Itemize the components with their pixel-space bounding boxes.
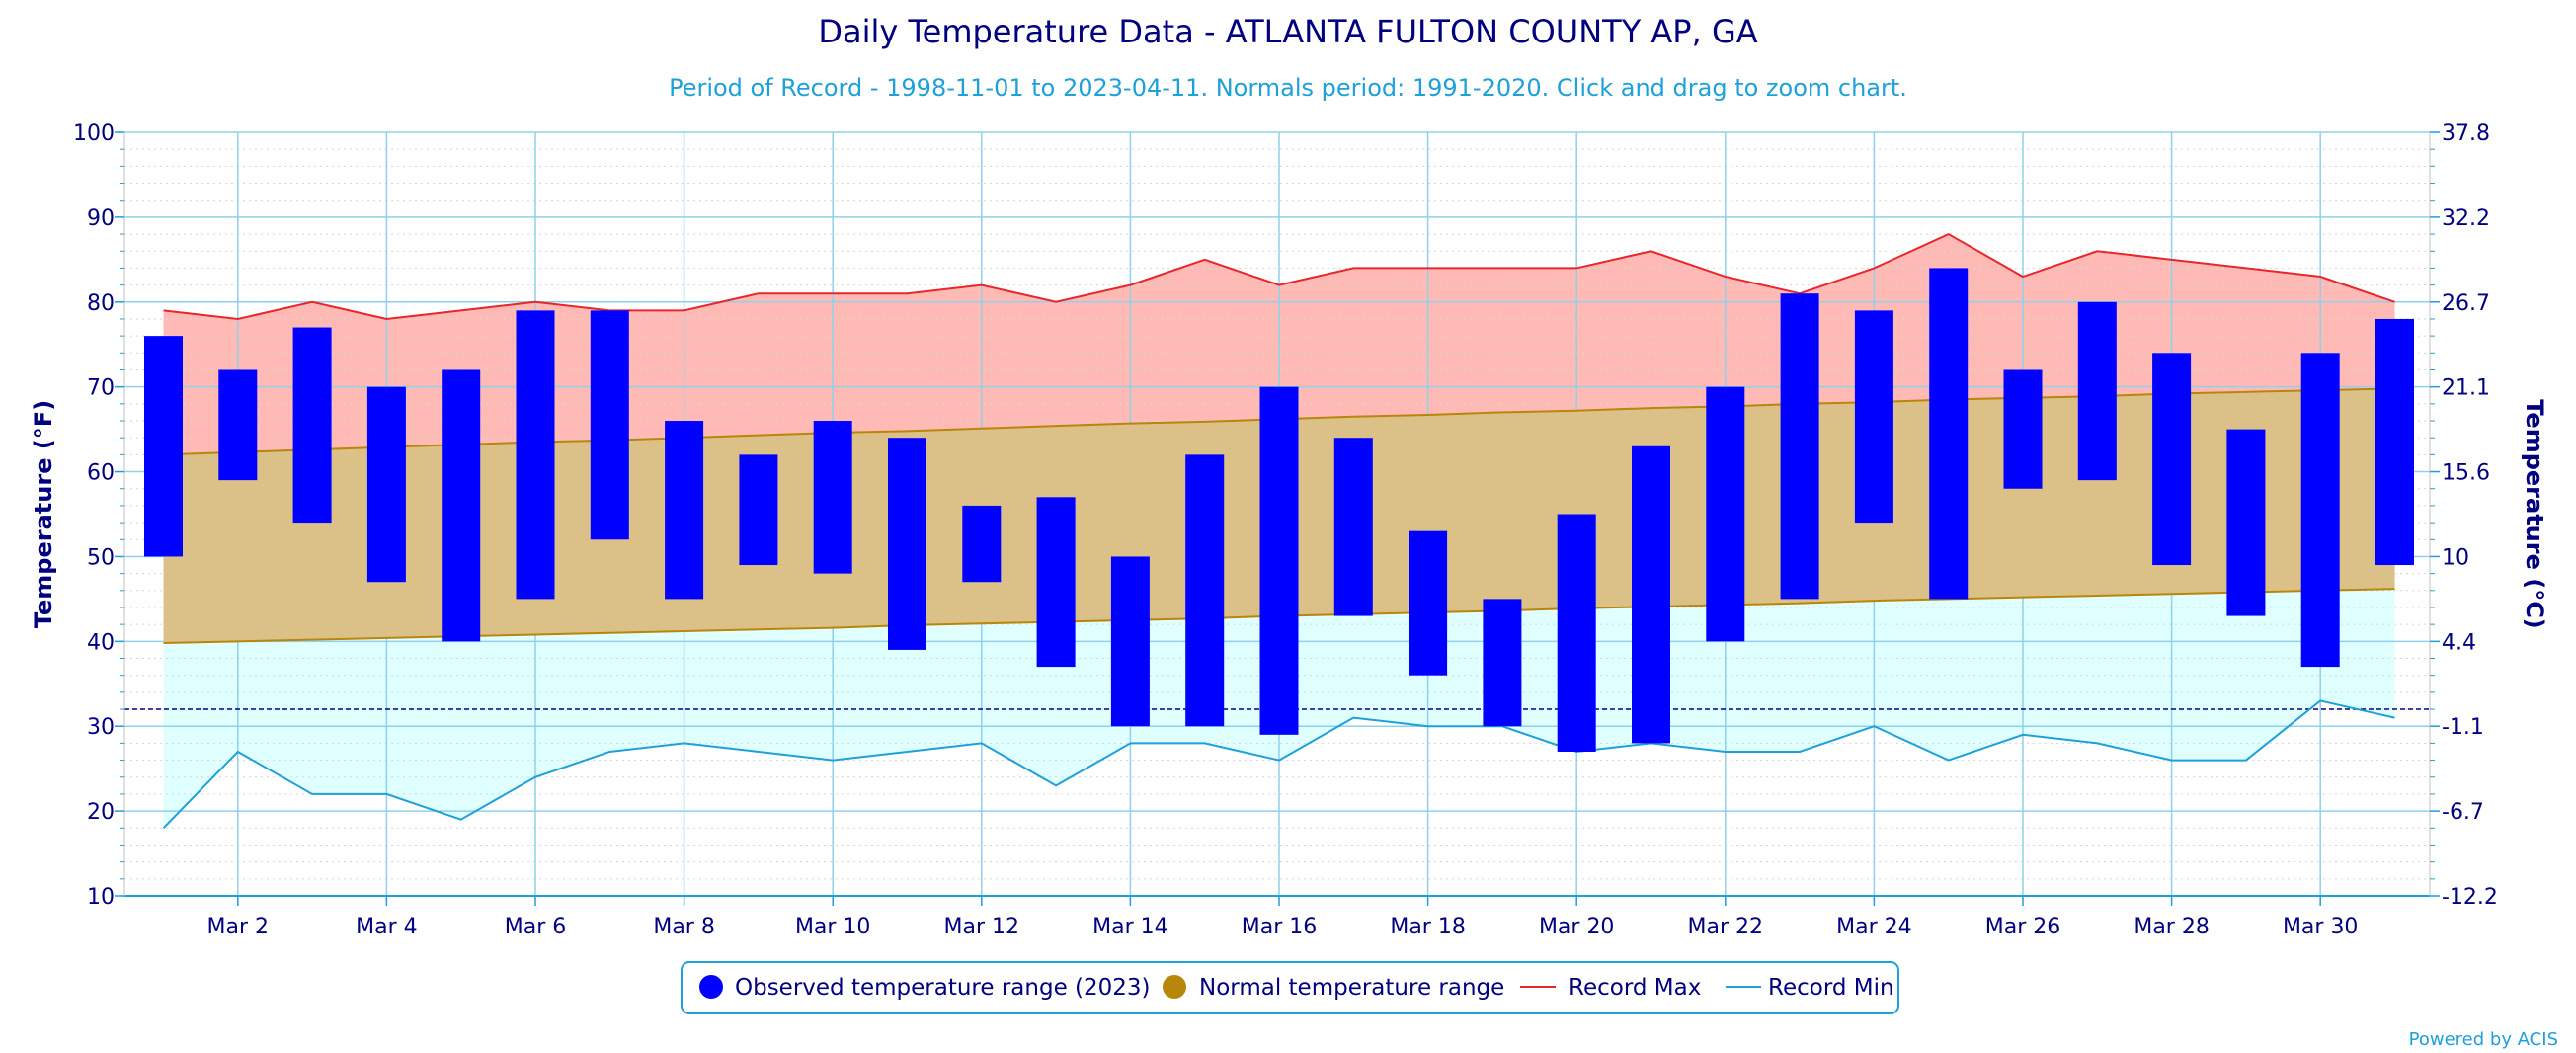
observed-bar <box>1259 386 1299 735</box>
observed-bar <box>1632 446 1670 744</box>
x-tick-label: Mar 24 <box>1836 915 1912 939</box>
observed-bar <box>218 369 258 481</box>
x-tick-label: Mar 20 <box>1539 915 1615 939</box>
y-tick-label-right: -1.1 <box>2442 715 2484 740</box>
record-max-line <box>163 232 2395 320</box>
observed-bar <box>2152 353 2192 566</box>
y-tick-label-left: 90 <box>87 206 115 231</box>
chart-title: Daily Temperature Data - ATLANTA FULTON … <box>818 13 1757 50</box>
y-tick-label-left: 100 <box>73 122 115 146</box>
observed-bar <box>1706 386 1745 642</box>
y-tick-label-right: 10 <box>2442 545 2469 570</box>
observed-bar <box>144 336 183 557</box>
observed-bar <box>292 327 332 524</box>
observed-bar <box>2300 353 2340 668</box>
x-tick-label: Mar 30 <box>2283 915 2359 939</box>
y-tick-label-right: 4.4 <box>2442 630 2476 655</box>
observed-bar <box>590 310 629 540</box>
x-tick-label: Mar 16 <box>1242 915 1318 939</box>
x-tick-label: Mar 6 <box>505 915 567 939</box>
legend-observed-marker <box>699 975 723 999</box>
y-tick-label-right: -12.2 <box>2442 885 2498 910</box>
observed-bar <box>1854 310 1893 524</box>
legend[interactable]: Observed temperature range (2023) Normal… <box>681 961 1899 1014</box>
y-tick-label-right: 15.6 <box>2442 461 2490 486</box>
y-tick-label-right: -6.7 <box>2442 800 2484 825</box>
observed-bar <box>1110 556 1150 727</box>
legend-box <box>681 961 1899 1014</box>
legend-item-record-min[interactable]: Record Min <box>1726 975 1894 1001</box>
observed-bar <box>1185 454 1225 727</box>
observed-bar <box>665 421 704 600</box>
observed-bar <box>1036 497 1076 668</box>
y-tick-label-left: 40 <box>87 630 115 655</box>
y-tick-label-left: 30 <box>87 715 115 740</box>
powered-by-credit[interactable]: Powered by ACIS <box>2409 1029 2558 1050</box>
y-tick-label-left: 60 <box>87 461 115 486</box>
observed-bar <box>1333 438 1373 616</box>
x-tick-label: Mar 10 <box>795 915 871 939</box>
y-tick-label-left: 20 <box>87 800 115 825</box>
legend-normal-marker <box>1163 975 1186 999</box>
legend-item-observed[interactable]: Observed temperature range (2023) <box>699 975 1151 1001</box>
record-min-line <box>162 699 2395 829</box>
x-tick-label: Mar 14 <box>1092 915 1168 939</box>
y-tick-label-right: 32.2 <box>2442 206 2490 231</box>
x-tick-label: Mar 18 <box>1390 915 1466 939</box>
y-axis-title-left: Temperature (°F) <box>30 400 57 628</box>
x-tick-label: Mar 12 <box>944 915 1020 939</box>
observed-bar <box>2375 318 2414 566</box>
x-tick-label: Mar 28 <box>2133 915 2210 939</box>
legend-observed-label: Observed temperature range (2023) <box>735 975 1151 1001</box>
y-tick-label-right: 26.7 <box>2442 291 2490 316</box>
observed-bar <box>2077 301 2117 481</box>
observed-bar <box>1557 514 1596 752</box>
y-tick-label-right: 21.1 <box>2442 376 2490 401</box>
legend-item-record-max[interactable]: Record Max <box>1520 975 1701 1001</box>
legend-normal-label: Normal temperature range <box>1199 975 1504 1001</box>
y-tick-label-left: 10 <box>87 885 115 910</box>
axes: 10 20 30 40 50 60 70 80 90 100 -12.2 -6.7 -1.1 4.4 10 1… <box>73 122 2498 939</box>
x-tick-label: Mar 26 <box>1985 915 2061 939</box>
observed-bar <box>813 421 852 574</box>
y-tick-label-right: 37.8 <box>2442 122 2490 146</box>
observed-bar <box>1780 293 1819 600</box>
observed-bar <box>2003 369 2043 489</box>
record-lines <box>124 232 2430 829</box>
x-tick-label: Mar 2 <box>207 915 270 939</box>
observed-bar <box>442 369 481 642</box>
chart-subtitle: Period of Record - 1998-11-01 to 2023-04… <box>669 74 1907 102</box>
x-tick-label: Mar 4 <box>356 915 418 939</box>
y-axis-title-right: Temperature (°C) <box>2521 399 2548 629</box>
observed-bar <box>1483 599 1522 727</box>
observed-bar <box>516 310 555 600</box>
observed-bar <box>1409 530 1448 676</box>
x-tick-label: Mar 8 <box>653 915 715 939</box>
observed-bar <box>888 438 926 650</box>
legend-record-min-label: Record Min <box>1768 975 1894 1001</box>
observed-range-bars <box>144 268 2414 752</box>
x-tick-label: Mar 22 <box>1688 915 1764 939</box>
observed-bar <box>366 386 406 583</box>
observed-bar <box>739 454 778 566</box>
y-tick-label-left: 80 <box>87 291 115 316</box>
legend-item-normal[interactable]: Normal temperature range <box>1163 975 1504 1001</box>
y-tick-label-left: 50 <box>87 545 115 570</box>
observed-bar <box>1929 268 1969 600</box>
observed-bar <box>962 505 1002 583</box>
legend-record-max-label: Record Max <box>1569 975 1701 1001</box>
observed-bar <box>2226 429 2266 616</box>
y-tick-label-left: 70 <box>87 376 115 401</box>
